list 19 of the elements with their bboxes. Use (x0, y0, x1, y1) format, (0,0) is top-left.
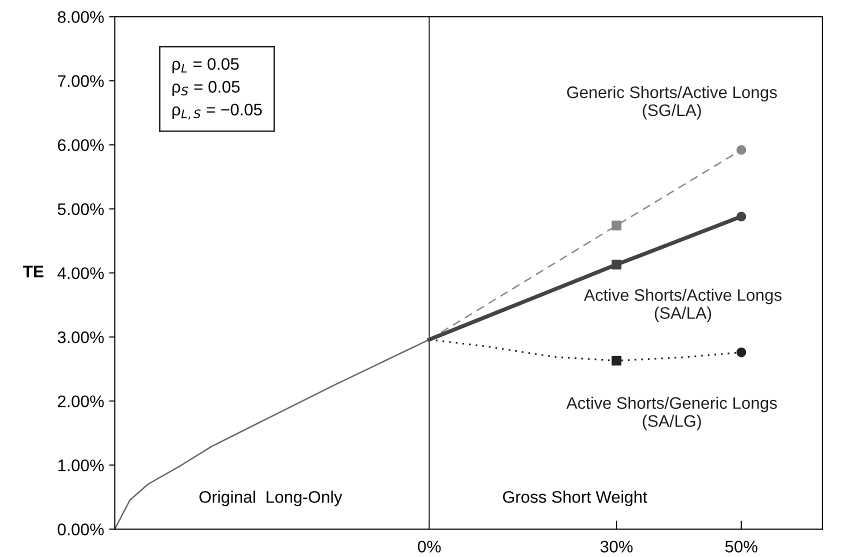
x-tick-label: 0% (418, 540, 441, 553)
annotation: Gross Short Weight (503, 490, 648, 506)
y-tick-label: 6.00% (58, 139, 104, 152)
y-tick-label: 1.00% (58, 459, 104, 472)
series-label: Active Shorts/Active Longs (SA/LA) (584, 288, 782, 322)
annotation: Original Long-Only (199, 490, 342, 506)
y-tick-label: 3.00% (58, 331, 104, 344)
y-tick-label: 7.00% (58, 75, 104, 87)
y-axis-title: TE (22, 266, 44, 278)
x-tick-label: 50% (725, 540, 758, 553)
y-tick-label: 2.00% (58, 395, 104, 408)
y-tick-label: 0.00% (58, 524, 104, 536)
text: ρ$_{L}$ = 0.05 ρ$_{S}$ = 0.05 ρ$_{L,S}$ = −0.05 (172, 58, 262, 120)
y-tick-label: 8.00% (58, 11, 104, 23)
y-tick-label: 5.00% (58, 203, 104, 216)
x-tick-label: 30% (600, 540, 633, 553)
text: Generic Shorts/Active Longs (SG/LA) (567, 86, 777, 120)
text: Active Shorts/Generic Longs (SA/LG) (566, 396, 777, 430)
y-tick-label: 4.00% (57, 267, 104, 280)
